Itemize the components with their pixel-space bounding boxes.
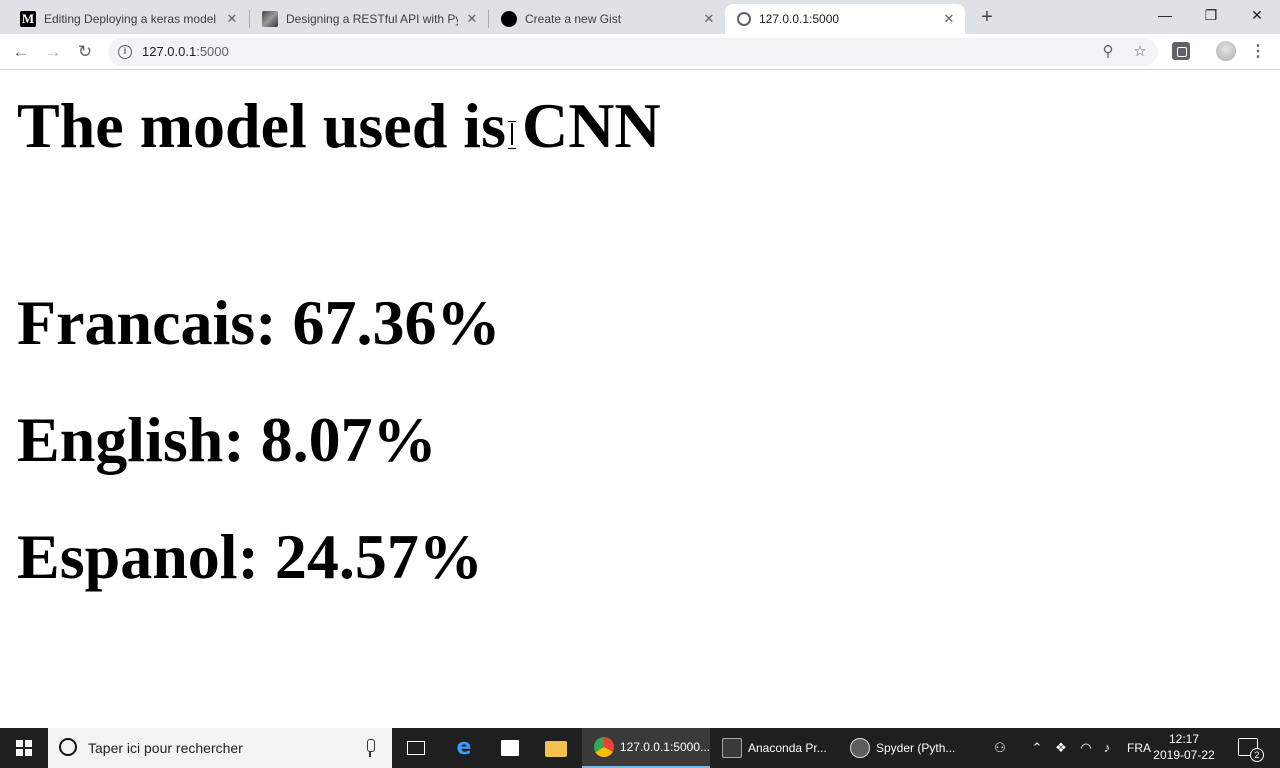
text-cursor-icon (508, 121, 516, 149)
close-icon[interactable]: ✕ (226, 11, 238, 26)
new-tab-button[interactable]: + (981, 6, 993, 28)
dropbox-icon[interactable]: ❖ (1055, 740, 1067, 755)
result-francais: Francais: 67.36% (17, 287, 501, 358)
chrome-icon (594, 737, 614, 757)
tab-restful-api[interactable]: Designing a RESTful API with Pyt ✕ (250, 4, 488, 34)
page-content: The model used is CNN Francais: 67.36% E… (0, 71, 1280, 728)
menu-icon[interactable]: ⋮ (1250, 43, 1266, 60)
globe-icon (737, 12, 751, 26)
result-espanol: Espanol: 24.57% (17, 521, 483, 592)
taskbar-app-chrome[interactable]: 127.0.0.1:5000... (582, 728, 710, 768)
language-indicator[interactable]: FRA (1127, 741, 1151, 755)
wifi-icon[interactable]: ◠ (1080, 740, 1092, 755)
close-icon[interactable]: ✕ (703, 11, 715, 26)
info-icon[interactable]: i (118, 45, 132, 59)
browser-toolbar: ← → ↻ i 127.0.0.1:5000 ⚲ ☆ ⋮ (0, 34, 1280, 70)
github-icon (501, 11, 517, 27)
terminal-icon (722, 738, 742, 758)
extension-icon[interactable] (1172, 42, 1190, 60)
notification-count: 2 (1250, 748, 1264, 762)
search-placeholder: Taper ici pour rechercher (88, 740, 243, 756)
people-icon[interactable]: ⚇ (994, 740, 1006, 755)
address-bar[interactable]: i 127.0.0.1:5000 ⚲ ☆ (108, 38, 1158, 66)
close-icon[interactable]: ✕ (943, 11, 955, 26)
start-button[interactable] (0, 728, 48, 768)
tab-separator (249, 10, 250, 28)
tab-strip: M Editing Deploying a keras model ✕ Desi… (0, 0, 1280, 34)
address-port: :5000 (196, 44, 229, 59)
clock[interactable]: 12:17 2019-07-22 (1152, 731, 1216, 763)
file-explorer-icon[interactable] (545, 741, 567, 757)
star-icon[interactable]: ☆ (1133, 43, 1147, 60)
tab-editing-keras[interactable]: M Editing Deploying a keras model ✕ (8, 4, 248, 34)
notification-icon[interactable] (1238, 738, 1258, 756)
taskbar-search[interactable]: Taper ici pour rechercher (48, 728, 392, 768)
minimize-button[interactable]: — (1158, 7, 1172, 23)
tab-title: Editing Deploying a keras model (44, 12, 216, 26)
windows-taskbar: Taper ici pour rechercher e 127.0.0.1:50… (0, 728, 1280, 768)
back-arrow-icon[interactable]: ← (12, 42, 30, 61)
close-window-button[interactable]: ✕ (1251, 7, 1263, 23)
taskbar-app-spyder[interactable]: Spyder (Pyth... (838, 728, 966, 768)
forward-arrow-icon[interactable]: → (44, 42, 62, 61)
cortana-icon[interactable] (59, 738, 77, 756)
reload-icon[interactable]: ↻ (77, 42, 93, 61)
clock-time: 12:17 (1168, 732, 1200, 746)
taskbar-app-anaconda[interactable]: Anaconda Pr... (710, 728, 838, 768)
store-icon[interactable] (501, 740, 519, 756)
tab-create-gist[interactable]: Create a new Gist ✕ (489, 4, 725, 34)
profile-avatar[interactable] (1216, 41, 1236, 61)
volume-icon[interactable]: ♪ (1103, 740, 1111, 755)
chevron-up-icon[interactable]: ⌃ (1031, 740, 1043, 755)
address-host: 127.0.0.1 (142, 44, 197, 59)
medium-icon: M (20, 11, 36, 27)
taskbar-app-label: Spyder (Pyth... (876, 741, 956, 755)
spyder-icon (850, 738, 870, 758)
taskbar-app-label: 127.0.0.1:5000... (619, 740, 710, 754)
tab-title: 127.0.0.1:5000 (759, 12, 840, 26)
address-url[interactable]: 127.0.0.1:5000 (142, 44, 229, 59)
clock-date: 2019-07-22 (1153, 748, 1215, 762)
microphone-icon[interactable] (364, 739, 376, 757)
tab-title: Create a new Gist (525, 12, 622, 26)
task-view-icon[interactable] (407, 741, 425, 755)
tab-localhost[interactable]: 127.0.0.1:5000 ✕ (725, 4, 965, 34)
result-english: English: 8.07% (17, 404, 437, 475)
taskbar-app-label: Anaconda Pr... (748, 741, 827, 755)
restore-button[interactable]: ❐ (1204, 7, 1218, 23)
zoom-icon[interactable]: ⚲ (1102, 43, 1114, 60)
close-icon[interactable]: ✕ (466, 11, 478, 26)
tab-separator (488, 10, 489, 28)
photo-icon (262, 11, 278, 27)
windows-logo-icon (16, 740, 32, 756)
edge-icon[interactable]: e (456, 735, 472, 760)
tab-title: Designing a RESTful API with Pyt (286, 12, 458, 26)
model-heading: The model used is CNN (17, 90, 661, 161)
